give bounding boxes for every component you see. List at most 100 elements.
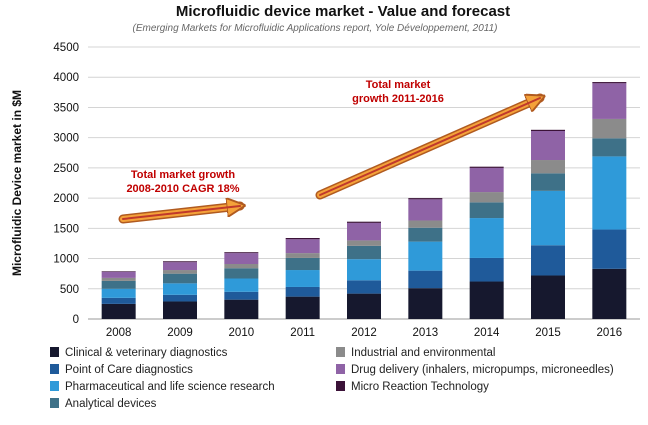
bar-segment	[163, 261, 197, 263]
y-tick-label: 3500	[53, 102, 79, 114]
chart-subtitle: (Emerging Markets for Microfluidic Appli…	[133, 23, 498, 34]
legend-label: Analytical devices	[65, 398, 157, 410]
bar-segment	[408, 220, 443, 228]
x-tick-label: 2012	[351, 327, 377, 339]
bar-segment	[224, 278, 259, 292]
y-tick-label: 3000	[53, 133, 79, 145]
bar-segment	[592, 268, 627, 319]
y-tick-label: 2500	[53, 163, 79, 175]
y-tick-label: 4500	[53, 42, 79, 54]
bar-segment	[592, 83, 627, 119]
bar-segment	[163, 294, 197, 302]
bar-segment	[285, 257, 320, 271]
bar-segment	[163, 301, 197, 319]
annotation-1-line1: Total market growth	[131, 169, 236, 181]
bar-segment	[347, 221, 381, 223]
bar-segment	[408, 270, 443, 289]
legend-label: Micro Reaction Technology	[351, 381, 489, 393]
chart-title: Microfluidic device market - Value and f…	[176, 3, 510, 20]
bar-segment	[224, 299, 259, 319]
bar-segment	[224, 252, 259, 254]
growth-arrow-1	[118, 206, 240, 224]
x-tick-label: 2011	[290, 327, 315, 339]
legend-swatch	[336, 364, 345, 374]
bar-segment	[163, 283, 197, 295]
bar-segment	[408, 199, 443, 221]
bar-segment	[592, 118, 627, 139]
y-tick-label: 0	[73, 314, 79, 326]
y-tick-label: 2000	[53, 193, 79, 205]
x-tick-label: 2013	[413, 327, 439, 339]
bar-segment	[224, 291, 259, 300]
x-tick-label: 2010	[229, 327, 255, 339]
bar-segment	[224, 263, 259, 269]
bar-segment	[531, 173, 565, 191]
bar-segment	[347, 293, 381, 319]
bar-segment	[347, 222, 381, 241]
bar-segment	[469, 218, 504, 258]
bar-segment	[101, 271, 136, 278]
bar-segment	[408, 198, 443, 200]
bar-segment	[163, 270, 197, 274]
bar-segment	[347, 245, 381, 260]
y-axis-label: Microfluidic Device market in $M	[10, 90, 24, 276]
bar-segment	[285, 253, 320, 258]
bar-segment	[531, 131, 565, 161]
y-tick-label: 1000	[53, 254, 79, 266]
bar-segment	[531, 275, 565, 319]
bar-segment	[469, 202, 504, 219]
x-tick-label: 2015	[535, 327, 561, 339]
bar-segment	[531, 245, 565, 276]
bar-segment	[285, 270, 320, 287]
bar-segment	[347, 259, 381, 281]
legend-label: Industrial and environmental	[351, 347, 495, 359]
annotation-2-line2: growth 2011-2016	[352, 93, 444, 105]
bar-segment	[101, 280, 136, 289]
bar-segment	[469, 166, 504, 168]
bar-segment	[224, 268, 259, 279]
bar-segment	[285, 238, 320, 240]
bar-segment	[224, 253, 259, 264]
legend-swatch	[50, 364, 59, 374]
x-tick-label: 2008	[106, 327, 132, 339]
legend-label: Point of Care diagnostics	[65, 364, 193, 376]
bar-segment	[285, 239, 320, 254]
bars	[101, 82, 627, 319]
bar-segment	[163, 273, 197, 284]
bar-segment	[408, 227, 443, 242]
y-tick-label: 4000	[53, 72, 79, 84]
bar-segment	[592, 229, 627, 269]
legend-label: Drug delivery (inhalers, micropumps, mic…	[351, 364, 614, 376]
bar-segment	[469, 281, 504, 319]
bar-segment	[531, 190, 565, 246]
bar-segment	[101, 303, 136, 319]
y-tick-label: 500	[60, 284, 79, 296]
bar-segment	[101, 288, 136, 298]
bar-segment	[163, 262, 197, 271]
bar-segment	[469, 257, 504, 282]
legend-swatch	[50, 381, 59, 391]
bar-segment	[285, 296, 320, 319]
legend: Clinical & veterinary diagnostics Point o…	[50, 347, 614, 410]
x-tick-label: 2009	[167, 327, 193, 339]
x-tick-label: 2016	[597, 327, 623, 339]
legend-swatch	[50, 398, 59, 408]
y-tick-labels: 0 500 1000 1500 2000 2500 3000 3500 4000 4500	[53, 42, 79, 326]
bar-segment	[408, 241, 443, 271]
bar-segment	[592, 138, 627, 157]
legend-swatch	[50, 347, 59, 357]
bar-segment	[469, 192, 504, 203]
bar-segment	[347, 240, 381, 246]
y-tick-label: 1500	[53, 223, 79, 235]
x-tick-labels: 2008 2009 2010 2011 2012 2013 2014 2015 2016	[106, 327, 622, 339]
bar-segment	[531, 129, 565, 132]
legend-swatch	[336, 381, 345, 391]
bar-segment	[285, 286, 320, 297]
bar-segment	[347, 280, 381, 294]
bar-segment	[592, 82, 627, 84]
bar-segment	[592, 156, 627, 230]
legend-label: Clinical & veterinary diagnostics	[65, 347, 228, 359]
growth-arrow-2	[315, 93, 540, 200]
